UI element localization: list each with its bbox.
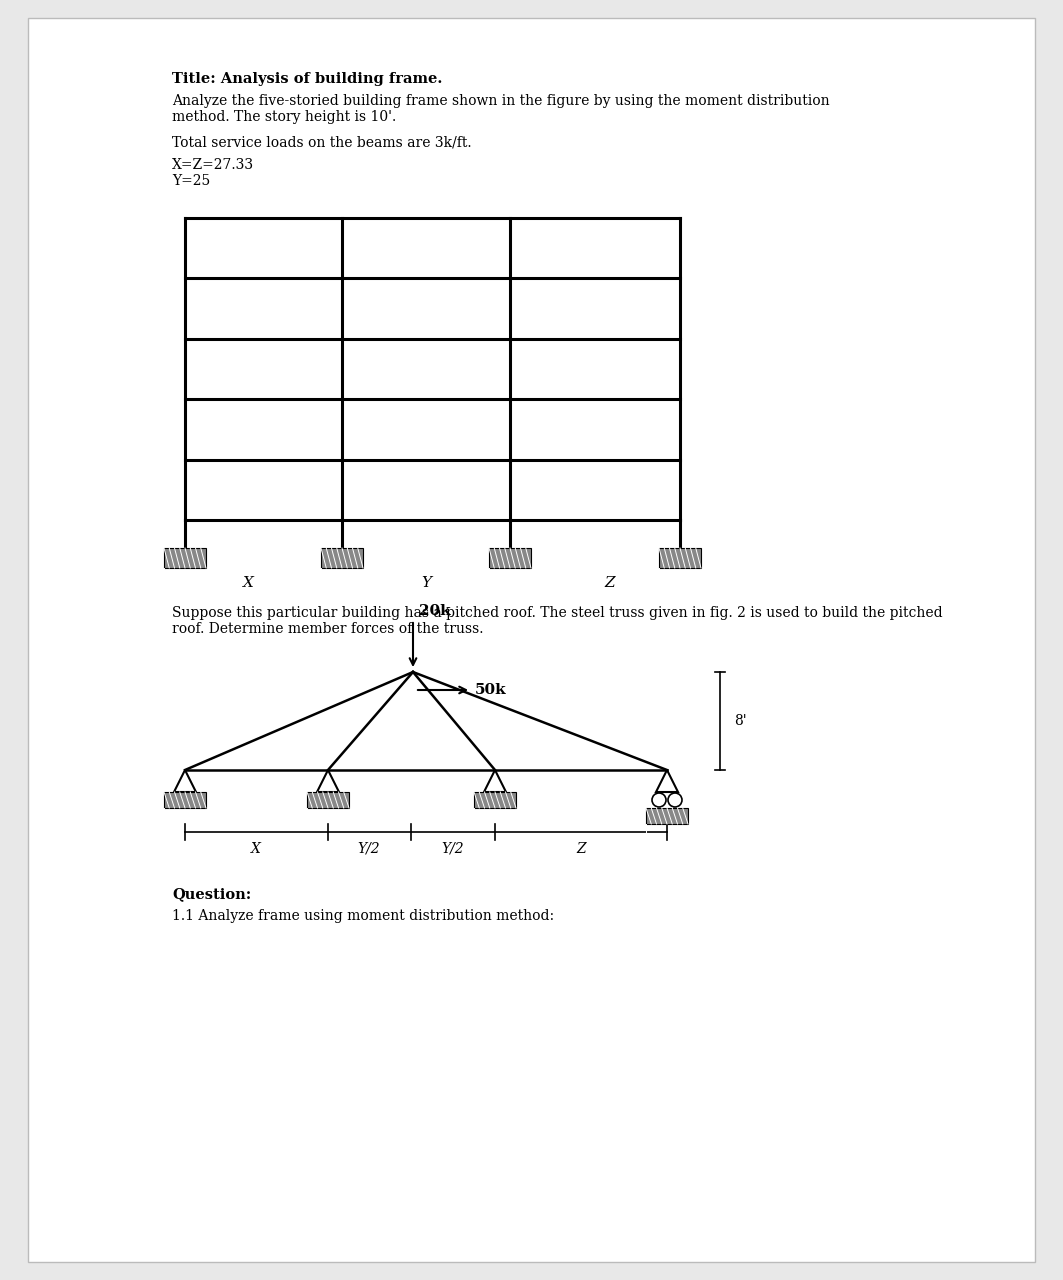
Polygon shape (174, 771, 196, 792)
Text: Analyze the five-storied building frame shown in the figure by using the moment : Analyze the five-storied building frame … (172, 93, 829, 124)
Text: 20k: 20k (419, 604, 451, 618)
Text: Y: Y (421, 576, 432, 590)
Text: X: X (251, 842, 260, 856)
Text: X: X (242, 576, 253, 590)
Text: Title: Analysis of building frame.: Title: Analysis of building frame. (172, 72, 442, 86)
Bar (164, 792, 206, 808)
Text: Y=25: Y=25 (172, 174, 210, 188)
Text: Y/2: Y/2 (442, 842, 465, 856)
Text: X=Z=27.33: X=Z=27.33 (172, 157, 254, 172)
Text: Z: Z (605, 576, 615, 590)
Text: Suppose this particular building has a pitched roof. The steel truss given in fi: Suppose this particular building has a p… (172, 605, 943, 636)
Polygon shape (484, 771, 506, 792)
Text: 50k: 50k (475, 684, 507, 698)
Text: 8': 8' (733, 714, 746, 728)
Text: Y/2: Y/2 (357, 842, 381, 856)
Polygon shape (317, 771, 339, 792)
Bar (474, 792, 516, 808)
Text: 1.1 Analyze frame using moment distribution method:: 1.1 Analyze frame using moment distribut… (172, 909, 554, 923)
Bar (164, 548, 206, 568)
Circle shape (668, 794, 682, 806)
Bar (321, 548, 362, 568)
Text: Total service loads on the beams are 3k/ft.: Total service loads on the beams are 3k/… (172, 136, 472, 150)
Bar (659, 548, 701, 568)
Text: Z: Z (576, 842, 586, 856)
Bar (489, 548, 532, 568)
Polygon shape (656, 771, 678, 792)
Bar (646, 808, 688, 824)
Circle shape (652, 794, 667, 806)
Text: Question:: Question: (172, 887, 251, 901)
FancyBboxPatch shape (28, 18, 1035, 1262)
Bar (307, 792, 349, 808)
